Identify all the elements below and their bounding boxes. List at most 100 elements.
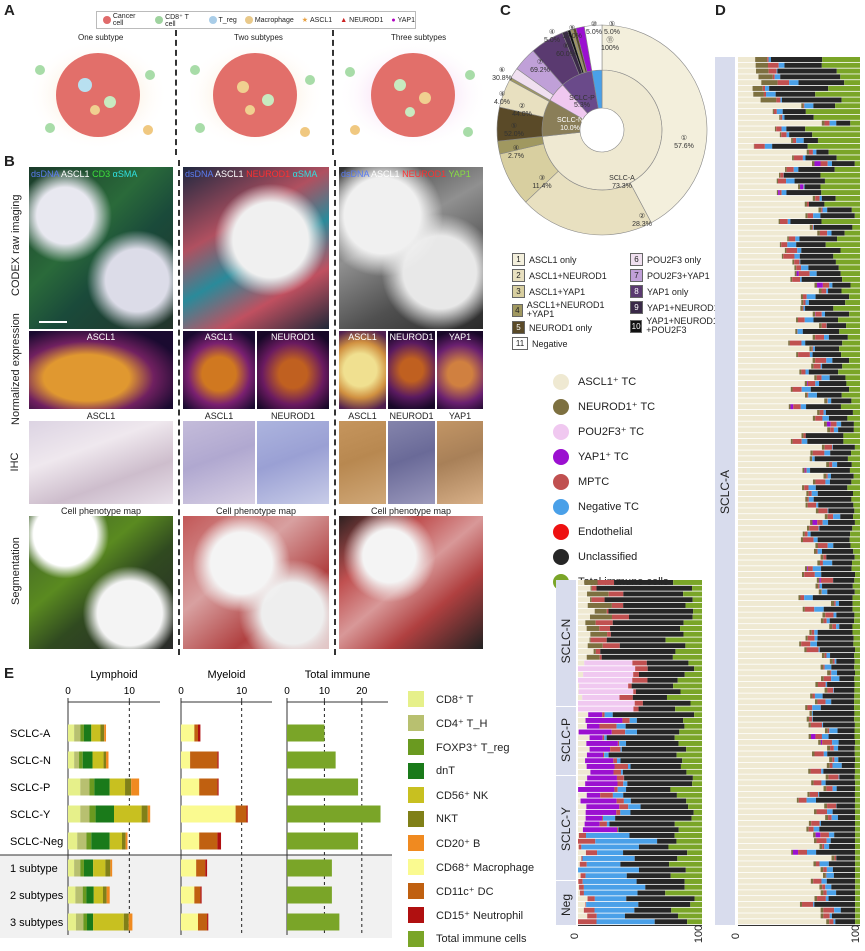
sample-bar-segment (578, 678, 632, 683)
sample-bar-segment (855, 213, 860, 218)
sample-bar-segment (814, 780, 822, 785)
legend-neurod1: NEUROD1 (349, 17, 383, 24)
sample-bar-segment (679, 730, 702, 735)
sample-bar-segment (829, 283, 832, 288)
sample-bar-segment (738, 219, 779, 224)
phenotype-label-col1: Cell phenotype map (29, 506, 173, 516)
sample-bar-segment (851, 543, 860, 548)
sample-bar-segment (738, 242, 780, 247)
sample-bar-segment (827, 838, 831, 843)
sample-bar-segment (790, 277, 792, 282)
sample-bar-segment (817, 896, 826, 901)
sample-bar-segment (826, 358, 832, 363)
sample-bar-segment (620, 810, 630, 815)
sample-bar-segment (655, 919, 687, 924)
sample-bar-segment (829, 844, 855, 849)
sample-bar-segment (828, 398, 831, 403)
sample-bar-segment (738, 728, 825, 733)
norm-image-col2-a: ASCL1 (182, 330, 256, 410)
sample-bar-segment (822, 375, 830, 380)
bar-segment (94, 779, 109, 796)
sample-bar-segment (854, 508, 860, 513)
sample-bar-segment (657, 839, 676, 844)
legend-cd56: CD56⁺ NK (408, 783, 548, 807)
sample-bar-segment (579, 845, 582, 850)
sample-bar-segment (769, 57, 771, 62)
sample-bar-segment (779, 115, 780, 120)
bar-segment (287, 806, 381, 823)
sample-bar-segment (809, 202, 824, 207)
sample-bar-segment (818, 792, 819, 797)
sample-bar-segment (591, 586, 592, 591)
ihc-label-col2-b: NEUROD1 (257, 411, 329, 421)
sample-bar-segment (578, 580, 584, 585)
sample-bar-segment (789, 236, 795, 241)
sample-bar-segment (632, 661, 646, 666)
sample-bar-segment (738, 688, 825, 693)
sample-bar-segment (813, 450, 825, 455)
sample-bar-segment (814, 809, 817, 814)
sample-bar-segment (738, 520, 810, 525)
sample-bar-segment (805, 369, 808, 374)
sample-bar-segment (587, 724, 600, 729)
sample-bar-segment (839, 740, 855, 745)
sample-bar-segment (791, 439, 793, 444)
sample-bar-segment (578, 666, 635, 671)
sample-bar-segment (824, 474, 827, 479)
sample-bar-segment (801, 248, 840, 253)
sample-bar-segment (826, 919, 829, 924)
sample-bar-segment (805, 126, 860, 131)
sample-bar-segment (738, 57, 755, 62)
sample-bar-segment (738, 422, 824, 427)
sample-bar-segment (607, 632, 611, 637)
sample-bar-segment (835, 919, 855, 924)
row-label-normalized: Normalized expression (10, 311, 22, 427)
sample-bar-segment (806, 300, 809, 305)
sample-bar-segment (738, 832, 813, 837)
bar-segment (124, 914, 129, 931)
bar-segment (114, 806, 142, 823)
sample-bar-segment (590, 597, 592, 602)
norm-label-col3-c: YAP1 (437, 332, 483, 342)
sample-bar-segment (831, 884, 855, 889)
sample-bar-segment (855, 884, 860, 889)
sample-bar-segment (782, 98, 842, 103)
sample-bar-segment (578, 707, 633, 712)
sample-bar-segment (738, 277, 790, 282)
sample-bar-segment (830, 746, 834, 751)
legend-dot-icon (553, 374, 569, 390)
sample-bar-segment (855, 798, 860, 803)
sample-bar-segment (854, 676, 860, 681)
sample-bar-segment (738, 132, 780, 137)
outer-num-9: ⑧ (563, 42, 569, 50)
ihc-label-col3-a: ASCL1 (339, 411, 386, 421)
sample-bar-segment (805, 213, 807, 218)
sample-bar-segment (855, 775, 860, 780)
sample-stacked-bars-right (738, 57, 860, 925)
sample-bar-segment (808, 213, 814, 218)
sample-bar-segment (779, 63, 785, 68)
sample-bar-segment (810, 450, 812, 455)
norm-image-col3-c: YAP1 (436, 330, 484, 410)
sample-bar-segment (855, 746, 860, 751)
sample-bar-segment (853, 584, 860, 589)
sample-bar-segment (825, 514, 828, 519)
sample-bar-segment (813, 196, 815, 201)
sample-bar-segment (738, 902, 800, 907)
sample-bar-segment (821, 867, 824, 872)
sample-bar-segment (738, 763, 827, 768)
sample-bar-segment (803, 306, 805, 311)
sample-bar-segment (825, 121, 830, 126)
sample-bar-segment (831, 670, 837, 675)
sample-bar-segment (855, 908, 860, 913)
sample-bar-segment (825, 445, 833, 450)
sample-bar-segment (618, 741, 619, 746)
sample-bar-segment (815, 335, 824, 340)
sample-bar-segment (588, 643, 603, 648)
divider-b-1 (178, 160, 180, 655)
sample-bar-segment (824, 450, 830, 455)
sample-bar-segment (738, 456, 810, 461)
sample-bar-segment (829, 757, 832, 762)
sample-bar-segment (829, 335, 848, 340)
